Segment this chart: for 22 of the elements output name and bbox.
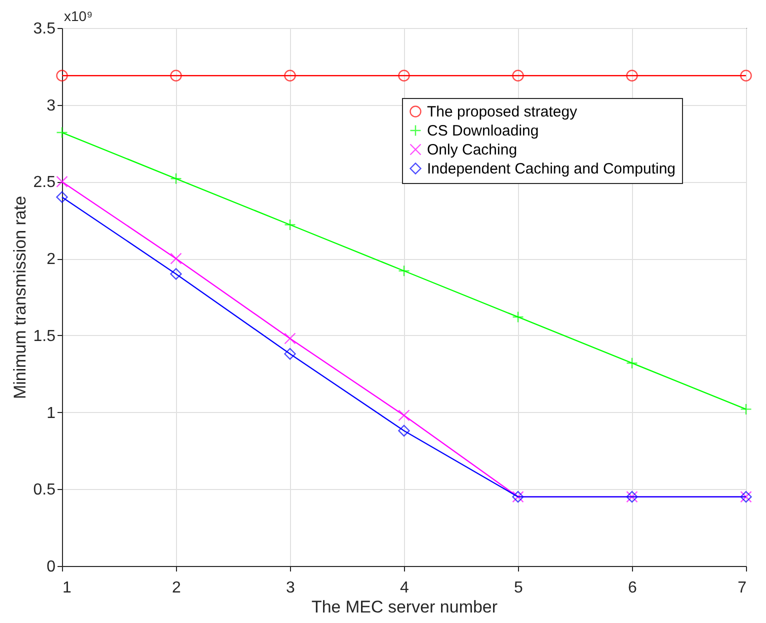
y-tick-label: 0.5 [33,482,56,499]
legend-label: CS Downloading [427,122,539,140]
y-tick-label: 2 [46,251,56,268]
x-tick-label: 3 [286,580,296,596]
legend-label: Independent Caching and Computing [427,160,676,178]
y-tick-label: 1.5 [33,328,56,345]
y-axis-title: Minimum transmission rate [10,196,30,400]
x-axis-title: The MEC server number [311,598,498,616]
x-tick-label: 4 [400,580,410,596]
x-tick-label: 5 [514,580,524,596]
legend-label: The proposed strategy [427,104,578,120]
legend-label: Only Caching [427,142,518,158]
x-tick-label: 1 [62,580,72,596]
x-tick-label: 2 [172,580,182,596]
x-tick-label: 7 [738,580,747,596]
y-tick-label: 0 [46,558,56,576]
text: x10⁹ [64,8,93,24]
x-tick-label: 6 [628,580,638,596]
y-tick-label: 3.5 [33,20,56,38]
y-tick-label: 3 [46,97,56,114]
y-tick-label: 1 [46,404,56,422]
y-tick-label: 2.5 [33,174,56,192]
